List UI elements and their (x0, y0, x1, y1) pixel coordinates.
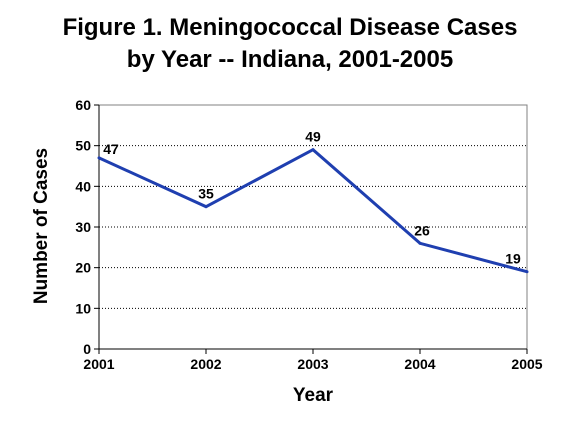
chart-title-line-2: by Year -- Indiana, 2001-2005 (127, 46, 453, 73)
x-tick-label-2005: 2005 (511, 356, 542, 372)
series (97, 147, 529, 274)
x-axis-title: Year (293, 385, 334, 406)
axes (94, 104, 528, 354)
data-label-2005: 19 (505, 251, 521, 267)
y-tick-label-10: 10 (75, 300, 91, 316)
data-point-2002 (204, 205, 208, 209)
data-point-2003 (311, 148, 315, 152)
data-label-2001: 47 (103, 141, 119, 157)
data-point-2001 (97, 156, 101, 160)
data-label-2004: 26 (414, 222, 430, 238)
x-tick-label-2004: 2004 (404, 356, 435, 372)
y-tick-labels: 0 10 20 30 40 50 60 (75, 97, 91, 357)
data-label-2003: 49 (305, 129, 321, 145)
chart-title-line-1: Figure 1. Meningococcal Disease Cases (63, 14, 518, 41)
y-tick-label-0: 0 (83, 341, 91, 357)
y-tick-label-30: 30 (75, 219, 91, 235)
data-point-2004 (418, 241, 422, 245)
data-labels: 47 35 49 26 19 (103, 129, 521, 267)
x-tick-labels: 2001 2002 2003 2004 2005 (83, 356, 542, 372)
x-tick-label-2003: 2003 (297, 356, 328, 372)
y-tick-label-20: 20 (75, 260, 91, 276)
data-point-2005 (525, 270, 529, 274)
data-label-2002: 35 (198, 186, 214, 202)
x-tick-label-2001: 2001 (83, 356, 114, 372)
y-tick-label-60: 60 (75, 97, 91, 113)
y-tick-label-40: 40 (75, 178, 91, 194)
series-line-0 (98, 147, 528, 274)
x-tick-label-2002: 2002 (190, 356, 221, 372)
y-axis-title: Number of Cases (31, 148, 52, 304)
y-tick-label-50: 50 (75, 138, 91, 154)
